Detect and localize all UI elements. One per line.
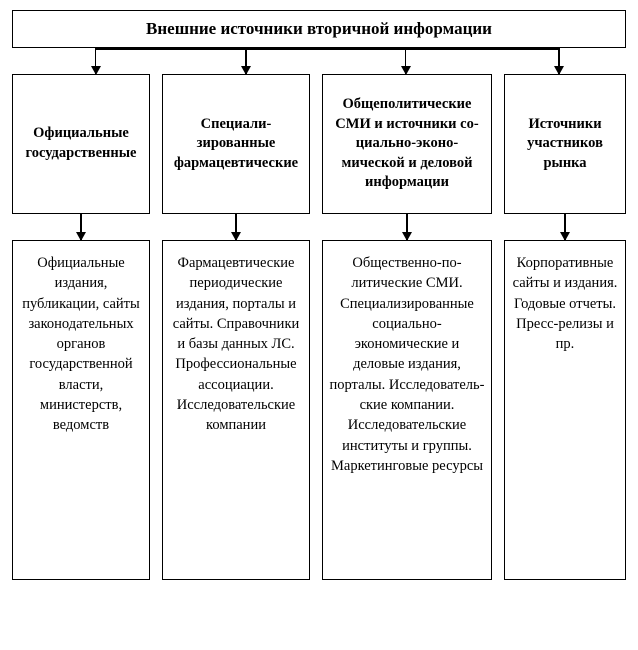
- detail-box-2: Общественно-по­литические СМИ. Специализ…: [322, 240, 492, 580]
- category-box-3: Источни­ки участ­ников рынка: [504, 74, 626, 214]
- category-label: Общеполити­ческие СМИ и источники со­циа…: [329, 95, 485, 193]
- columns: Официаль­ные государ­ственные Официаль­н…: [12, 74, 626, 580]
- mid-arrow-3: [564, 214, 566, 240]
- arrow-0: [95, 48, 97, 74]
- detail-box-3: Корпора­тивные сайты и издания. Годовые …: [504, 240, 626, 580]
- mid-arrow-0: [80, 214, 82, 240]
- h-line: [95, 48, 559, 50]
- arrow-2: [405, 48, 407, 74]
- detail-text: Официаль­ные издания, публикации, сайты …: [22, 255, 140, 433]
- arrow-3: [558, 48, 560, 74]
- col-0: Официаль­ные государ­ственные Официаль­н…: [12, 74, 150, 580]
- category-label: Источни­ки участ­ников рынка: [511, 115, 619, 174]
- col-3: Источни­ки участ­ников рынка Корпора­тив…: [504, 74, 626, 580]
- category-label: Специали­зированные фармацевти­ческие: [169, 115, 303, 174]
- category-label: Официаль­ные государ­ственные: [19, 124, 143, 163]
- detail-text: Общественно-по­литические СМИ. Специализ…: [329, 255, 484, 474]
- root-node: Внешние источники вторичной информации: [12, 10, 626, 48]
- detail-box-1: Фармацев­тические периодиче­ские издания…: [162, 240, 310, 580]
- arrow-1: [245, 48, 247, 74]
- category-box-2: Общеполити­ческие СМИ и источники со­циа…: [322, 74, 492, 214]
- mid-arrow-1: [235, 214, 237, 240]
- category-box-0: Официаль­ные государ­ственные: [12, 74, 150, 214]
- category-box-1: Специали­зированные фармацевти­ческие: [162, 74, 310, 214]
- connector-top: [12, 48, 626, 74]
- col-2: Общеполити­ческие СМИ и источники со­циа…: [322, 74, 492, 580]
- detail-text: Корпора­тивные сайты и издания. Годовые …: [513, 255, 618, 352]
- col-1: Специали­зированные фармацевти­ческие Фа…: [162, 74, 310, 580]
- detail-box-0: Официаль­ные издания, публикации, сайты …: [12, 240, 150, 580]
- detail-text: Фармацев­тические периодиче­ские издания…: [173, 255, 300, 433]
- root-label: Внешние источники вторичной информации: [146, 19, 492, 38]
- mid-arrow-2: [406, 214, 408, 240]
